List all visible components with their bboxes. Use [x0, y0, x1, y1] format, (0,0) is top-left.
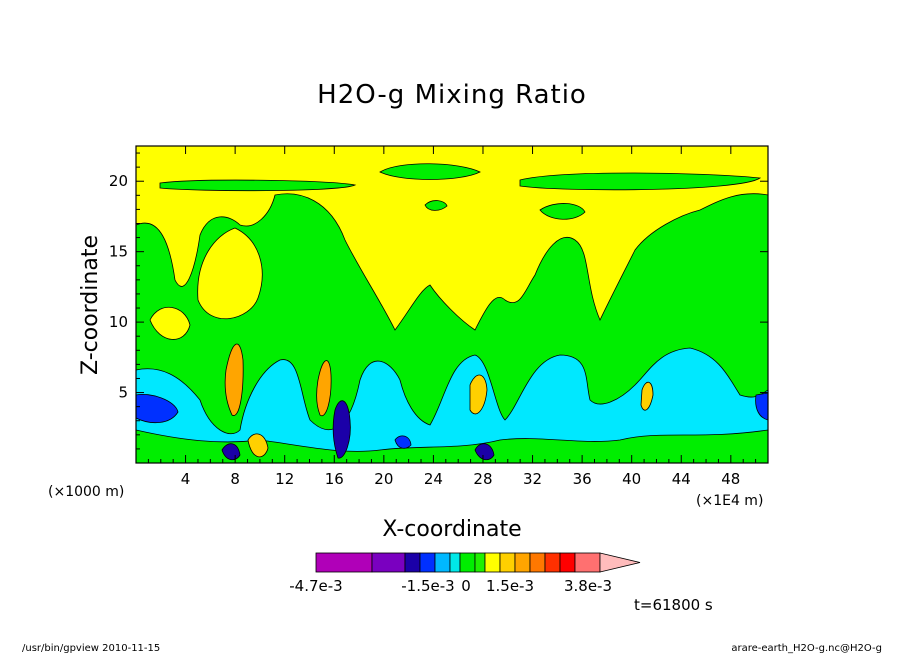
- x-tick-label: 12: [275, 470, 294, 488]
- x-tick-label: 44: [672, 470, 691, 488]
- colorbar-label: -4.7e-3: [289, 577, 342, 595]
- field-green-band: [159, 179, 357, 192]
- plot-frame: [135, 145, 769, 464]
- y-axis-label: Z-coordinate: [78, 235, 103, 375]
- plot-area: [135, 145, 769, 464]
- field-yellow-blob: [197, 227, 263, 319]
- x-tick-label: 28: [473, 470, 492, 488]
- x-tick-label: 36: [573, 470, 592, 488]
- field-orange: [469, 374, 488, 415]
- field-blue: [755, 392, 768, 421]
- colorbar: [315, 552, 641, 573]
- y-tick-label: 20: [109, 172, 128, 190]
- x-tick-label: 16: [325, 470, 344, 488]
- field-navy: [332, 400, 351, 459]
- colorbar-swatch: [459, 552, 476, 573]
- y-axis-ticks: 5 10 15 20: [109, 152, 768, 450]
- x-tick-label: 4: [181, 470, 191, 488]
- footer-right: arare-earth_H2O-g.nc@H2O-g: [731, 643, 882, 654]
- y-tick-label: 5: [118, 384, 128, 402]
- colorbar-swatch: [499, 552, 516, 573]
- colorbar-swatch: [544, 552, 561, 573]
- colorbar-swatch: [404, 552, 421, 573]
- x-tick-label: 40: [622, 470, 641, 488]
- colorbar-label: -1.5e-3: [401, 577, 454, 595]
- colorbar-swatch: [371, 552, 406, 573]
- y-tick-label: 15: [109, 243, 128, 261]
- colorbar-swatch: [574, 552, 601, 573]
- field-green-band: [539, 203, 586, 220]
- chart-title: H2O-g Mixing Ratio: [317, 80, 587, 110]
- field-yellow-blob: [149, 306, 191, 340]
- x-axis-label: X-coordinate: [382, 517, 521, 542]
- x-unit-right: (×1E4 m): [696, 493, 763, 509]
- colorbar-swatch: [315, 552, 373, 573]
- colorbar-swatch: [484, 552, 501, 573]
- x-tick-label: 48: [721, 470, 740, 488]
- colorbar-swatch: [434, 552, 451, 573]
- colorbar-label: 0: [461, 577, 471, 595]
- field-blue: [394, 435, 412, 449]
- colorbar-swatch: [419, 552, 436, 573]
- field-green-band: [379, 163, 481, 180]
- x-axis-ticks: 4 8 12 16 20 24 28 32 36 40 44 48: [147, 146, 757, 488]
- x-tick-label: 24: [424, 470, 443, 488]
- colorbar-swatch: [529, 552, 546, 573]
- colorbar-swatch: [559, 552, 576, 573]
- field-orange: [224, 343, 244, 416]
- x-unit-left: (×1000 m): [48, 484, 124, 500]
- y-tick-label: 10: [109, 313, 128, 331]
- field-orange: [247, 433, 269, 458]
- colorbar-label: 1.5e-3: [486, 577, 534, 595]
- field-orange: [316, 360, 332, 417]
- colorbar-swatch: [514, 552, 531, 573]
- x-tick-label: 8: [230, 470, 240, 488]
- field-orange: [640, 381, 654, 411]
- x-tick-label: 20: [374, 470, 393, 488]
- colorbar-swatch: [449, 552, 461, 573]
- colorbar-labels: -4.7e-3 -1.5e-3 0 1.5e-3 3.8e-3: [289, 577, 612, 595]
- x-tick-label: 32: [523, 470, 542, 488]
- field-blue: [136, 393, 179, 424]
- field-cyan: [136, 347, 768, 463]
- field-green-band: [424, 200, 448, 211]
- footer-left: /usr/bin/gpview 2010-11-15: [22, 643, 160, 654]
- field-navy: [474, 443, 495, 461]
- time-label: t=61800 s: [634, 596, 713, 614]
- colorbar-label: 3.8e-3: [564, 577, 612, 595]
- colorbar-extend-arrow: [599, 552, 641, 573]
- colorbar-swatch: [474, 552, 486, 573]
- field-green-band: [519, 172, 762, 191]
